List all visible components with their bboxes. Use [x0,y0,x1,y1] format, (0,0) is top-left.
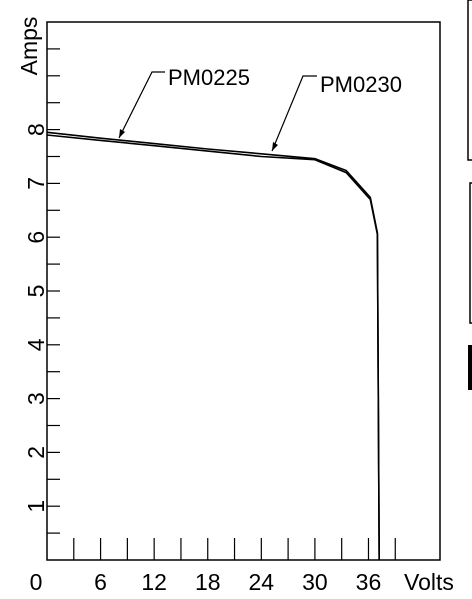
x-tick-label: 30 [302,569,328,595]
x-axis-tick-labels: 0 6 12 18 24 30 36 [30,569,382,595]
side-panel-bottom [468,345,472,390]
leader-line-pm0230 [271,75,317,152]
x-tick-label: 0 [30,569,43,595]
side-panel-top [467,0,472,161]
y-axis-ticks [47,48,60,534]
leader-arrow [272,142,278,151]
side-panel-middle [469,182,472,324]
y-tick-label: 2 [23,446,49,459]
series-line-pm0230 [46,131,380,561]
y-tick-label: 5 [23,285,49,298]
x-tick-label: 24 [249,569,275,595]
y-tick-label: 4 [23,338,49,351]
x-tick-label: 18 [195,569,221,595]
y-tick-label: 8 [23,123,49,136]
series-labels: PM0225 PM0230 [118,65,402,152]
leader-line-pm0225 [118,71,165,139]
y-tick-label: 6 [23,231,49,244]
series-label-pm0230: PM0230 [320,72,402,97]
series-line-pm0225 [46,134,380,561]
y-axis-tick-labels: 1 2 3 4 5 6 7 8 [23,123,49,512]
leader-arrow [119,129,125,138]
x-axis-ticks [73,538,396,560]
y-tick-label: 3 [23,392,49,405]
x-axis-title: Volts [404,569,454,595]
y-tick-label: 7 [23,177,49,190]
series-curves [46,131,380,561]
x-tick-label: 6 [94,569,107,595]
series-label-pm0225: PM0225 [168,65,250,90]
x-tick-label: 12 [141,569,167,595]
plot-frame [46,21,441,561]
y-axis-title: Amps [16,17,42,76]
x-tick-label: 36 [356,569,382,595]
y-tick-label: 1 [23,500,49,513]
